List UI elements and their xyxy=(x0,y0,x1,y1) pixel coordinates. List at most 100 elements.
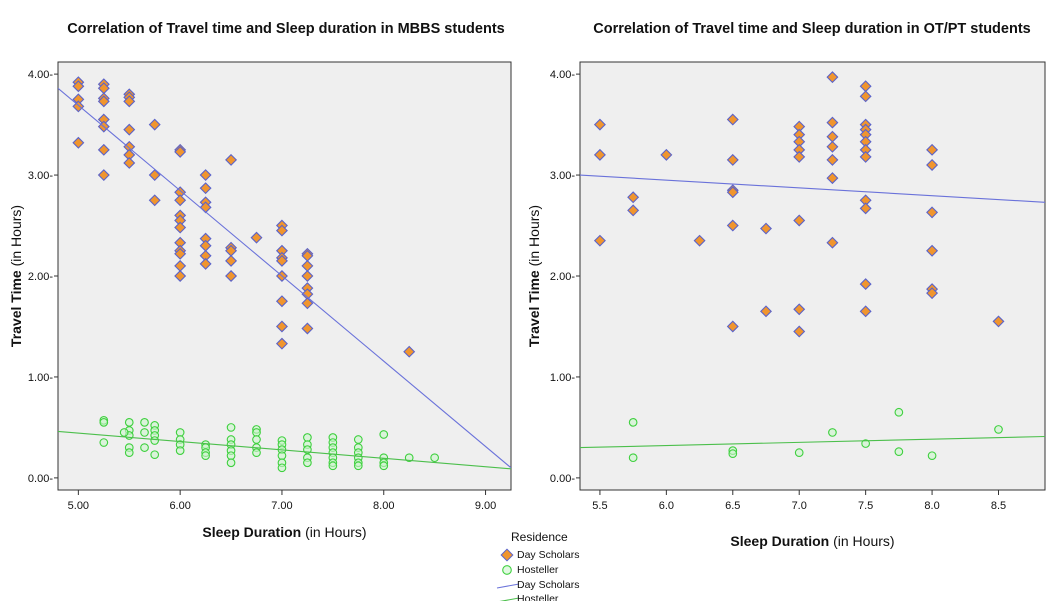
data-point-day-scholars xyxy=(926,287,939,300)
data-point-day-scholars xyxy=(826,153,839,166)
data-point-day-scholars xyxy=(275,320,288,333)
data-point-hosteller xyxy=(353,435,363,444)
data-point-hosteller xyxy=(99,418,109,427)
data-point-day-scholars xyxy=(593,118,606,131)
y-axis-label: Travel Time (in Hours) xyxy=(8,205,24,347)
data-point-day-scholars xyxy=(859,305,872,318)
fit-line-hosteller xyxy=(58,430,511,470)
data-point-day-scholars xyxy=(174,270,187,282)
data-point-day-scholars xyxy=(199,182,212,195)
data-point-day-scholars xyxy=(726,320,739,333)
data-point-day-scholars xyxy=(926,244,939,257)
data-point-hosteller xyxy=(252,428,261,437)
x-tick-label: 6.5 xyxy=(725,500,740,512)
chart-panel-2: Correlation of Travel time and Sleep dur… xyxy=(526,21,1046,549)
data-point-day-scholars xyxy=(174,145,187,158)
legend-title: Residence xyxy=(511,530,568,544)
data-point-day-scholars xyxy=(250,231,263,244)
data-point-day-scholars xyxy=(174,194,187,207)
x-tick-label: 8.5 xyxy=(991,500,1006,512)
x-axis-label-main: Sleep Duration xyxy=(730,533,829,549)
y-axis-label: Travel Time (in Hours) xyxy=(526,205,542,347)
data-point-day-scholars xyxy=(627,204,640,217)
fit-line-day-scholars xyxy=(580,174,1045,203)
data-point-hosteller xyxy=(303,433,312,442)
data-point-hosteller xyxy=(303,458,312,468)
y-tick-label: 2.00- xyxy=(550,271,575,283)
data-point-hosteller xyxy=(226,423,236,432)
data-point-hosteller xyxy=(124,448,134,458)
y-tick-label: 1.00- xyxy=(28,372,53,384)
chart-title: Correlation of Travel time and Sleep dur… xyxy=(67,21,504,37)
data-point-day-scholars xyxy=(693,234,706,247)
data-point-day-scholars xyxy=(123,95,136,108)
data-point-day-scholars xyxy=(726,153,739,166)
data-point-day-scholars xyxy=(660,148,673,161)
fit-line-hosteller xyxy=(580,435,1045,449)
data-point-day-scholars xyxy=(123,156,136,169)
data-point-hosteller xyxy=(252,435,261,444)
y-tick-label: 3.00- xyxy=(550,170,575,182)
data-point-day-scholars xyxy=(174,221,187,234)
y-tick-label: 4.00- xyxy=(550,69,575,81)
data-point-hosteller xyxy=(353,461,363,471)
legend-entry-label: Day Scholars xyxy=(517,549,579,561)
x-tick-label: 6.0 xyxy=(659,500,674,512)
x-tick-label: 7.5 xyxy=(858,500,873,512)
y-axis-label-main: Travel Time xyxy=(8,270,24,347)
data-point-hosteller xyxy=(861,439,870,448)
data-point-day-scholars xyxy=(793,150,806,163)
data-point-day-scholars xyxy=(793,214,806,227)
x-tick-label: 8.00 xyxy=(373,500,394,512)
data-point-hosteller xyxy=(119,428,129,437)
data-point-hosteller xyxy=(628,453,638,463)
data-point-day-scholars xyxy=(859,150,872,163)
data-point-day-scholars xyxy=(148,194,161,207)
plot-area xyxy=(579,61,1046,491)
data-point-hosteller xyxy=(124,418,134,427)
x-axis-label-unit: (in Hours) xyxy=(829,533,894,549)
data-point-day-scholars xyxy=(627,191,640,204)
data-point-day-scholars xyxy=(275,224,288,237)
data-point-hosteller xyxy=(379,461,389,471)
data-point-day-scholars xyxy=(926,206,939,219)
data-point-day-scholars xyxy=(199,257,212,270)
legend-entry-label: Hosteller xyxy=(517,593,559,601)
data-point-day-scholars xyxy=(726,113,739,126)
data-point-hosteller xyxy=(894,407,904,417)
y-axis-label-unit: (in Hours) xyxy=(526,205,542,270)
legend-entry-label: Hosteller xyxy=(517,564,559,576)
data-point-day-scholars xyxy=(760,222,772,235)
data-point-hosteller xyxy=(252,448,261,458)
x-tick-label: 6.00 xyxy=(169,500,190,512)
data-point-hosteller xyxy=(277,463,287,473)
y-tick-label: 0.00- xyxy=(550,473,575,485)
data-point-day-scholars xyxy=(760,305,772,318)
data-point-hosteller xyxy=(140,418,149,427)
y-tick-label: 3.00- xyxy=(28,170,53,182)
data-point-day-scholars xyxy=(148,118,161,131)
data-point-hosteller xyxy=(894,447,904,456)
data-point-day-scholars xyxy=(275,295,288,308)
data-point-day-scholars xyxy=(859,278,872,291)
data-point-day-scholars xyxy=(275,254,288,267)
data-point-day-scholars xyxy=(926,143,939,156)
data-point-hosteller xyxy=(794,448,804,458)
x-tick-label: 9.00 xyxy=(475,500,496,512)
x-tick-label: 7.0 xyxy=(792,500,807,512)
data-point-day-scholars xyxy=(97,143,110,156)
data-point-hosteller xyxy=(150,436,160,445)
data-point-day-scholars xyxy=(225,270,238,282)
y-tick-label: 0.00- xyxy=(28,473,53,485)
data-point-day-scholars xyxy=(403,345,416,358)
data-point-hosteller xyxy=(277,451,287,461)
data-point-day-scholars xyxy=(174,247,187,260)
data-point-hosteller xyxy=(728,449,738,459)
data-point-hosteller xyxy=(328,461,338,471)
plot-data-layer xyxy=(58,76,511,473)
data-point-day-scholars xyxy=(301,297,314,310)
data-point-day-scholars xyxy=(793,325,806,338)
data-point-day-scholars xyxy=(301,270,314,282)
data-point-hosteller xyxy=(150,450,160,460)
chart-panel-1: Correlation of Travel time and Sleep dur… xyxy=(8,21,512,540)
